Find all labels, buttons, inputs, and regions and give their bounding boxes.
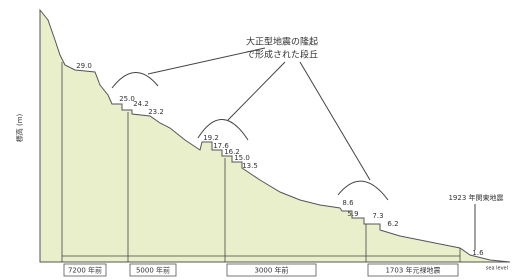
sea-level-label: sea level xyxy=(486,266,508,272)
period-labels: 7200 年前 5000 年前 3000 年前 1703 年元禄地震 xyxy=(64,264,458,276)
terrace-diagram: 大正型地震の隆起 で形成された段丘 標高 (m) 1923 年関東地震 sea … xyxy=(0,0,518,280)
bracket xyxy=(112,72,158,88)
elevation-label: 1.6 xyxy=(472,249,484,257)
period-label: 1703 年元禄地震 xyxy=(385,266,440,275)
period-label: 7200 年前 xyxy=(68,266,102,275)
period-label: 3000 年前 xyxy=(254,266,288,275)
event-label: 1923 年関東地震 xyxy=(448,193,503,202)
leader xyxy=(228,62,285,120)
elevation-label: 7.3 xyxy=(372,212,383,220)
elevation-label: 6.2 xyxy=(387,220,398,228)
elevation-label: 24.2 xyxy=(133,100,149,108)
elevation-label: 5.9 xyxy=(347,210,358,218)
caption-line: 大正型地震の隆起 xyxy=(246,36,318,48)
y-axis-label: 標高 (m) xyxy=(15,113,24,142)
caption-line: で形成された段丘 xyxy=(246,49,318,61)
leader xyxy=(300,62,370,180)
elevation-label: 19.2 xyxy=(203,134,219,142)
elevation-label: 8.6 xyxy=(342,199,354,207)
bracket xyxy=(338,181,388,200)
elevation-label: 29.0 xyxy=(76,62,92,70)
terrain-profile xyxy=(40,10,510,262)
elevation-label: 15.0 xyxy=(234,154,250,162)
elevation-label: 13.5 xyxy=(242,162,258,170)
elevation-label: 23.2 xyxy=(148,108,164,116)
period-label: 5000 年前 xyxy=(136,266,170,275)
